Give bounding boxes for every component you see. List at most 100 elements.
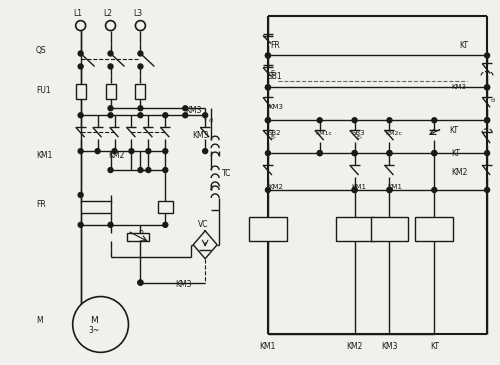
Text: KM3: KM3 bbox=[185, 106, 202, 115]
Text: E-: E- bbox=[270, 70, 277, 76]
Circle shape bbox=[432, 118, 437, 123]
Circle shape bbox=[138, 113, 143, 118]
Circle shape bbox=[146, 168, 151, 173]
Circle shape bbox=[484, 85, 490, 90]
Text: 3~: 3~ bbox=[88, 326, 99, 335]
Text: d: d bbox=[491, 98, 495, 103]
Text: KM1: KM1 bbox=[260, 342, 276, 351]
Circle shape bbox=[266, 85, 270, 90]
Text: FU1: FU1 bbox=[36, 86, 51, 95]
Text: KM2: KM2 bbox=[268, 184, 283, 190]
Circle shape bbox=[387, 151, 392, 155]
Circle shape bbox=[78, 51, 83, 56]
Circle shape bbox=[266, 53, 270, 58]
Text: R: R bbox=[138, 230, 144, 239]
Circle shape bbox=[352, 118, 357, 123]
Circle shape bbox=[266, 85, 270, 90]
Text: KM1: KM1 bbox=[388, 184, 402, 190]
Circle shape bbox=[266, 118, 270, 123]
Text: L1: L1 bbox=[73, 9, 82, 18]
Circle shape bbox=[387, 188, 392, 192]
Text: L3: L3 bbox=[133, 9, 142, 18]
Circle shape bbox=[138, 280, 143, 285]
Text: FR: FR bbox=[36, 200, 46, 210]
Text: KM1c: KM1c bbox=[316, 131, 332, 136]
Circle shape bbox=[129, 149, 134, 154]
Text: SB3: SB3 bbox=[352, 130, 365, 136]
Circle shape bbox=[78, 222, 83, 227]
Text: SB2: SB2 bbox=[268, 130, 281, 136]
Circle shape bbox=[138, 280, 143, 285]
Circle shape bbox=[432, 151, 437, 155]
Circle shape bbox=[352, 188, 357, 192]
Text: VC: VC bbox=[198, 220, 208, 229]
Bar bbox=[128, 233, 150, 241]
Circle shape bbox=[484, 151, 490, 155]
Bar bbox=[158, 201, 173, 213]
Circle shape bbox=[484, 188, 490, 192]
Circle shape bbox=[108, 222, 113, 227]
Text: TC: TC bbox=[222, 169, 232, 177]
Circle shape bbox=[266, 53, 270, 58]
Text: KM1: KM1 bbox=[36, 151, 52, 160]
Circle shape bbox=[163, 149, 168, 154]
Circle shape bbox=[352, 188, 357, 192]
Circle shape bbox=[108, 106, 113, 111]
Circle shape bbox=[352, 151, 357, 155]
Circle shape bbox=[163, 113, 168, 118]
Text: KM3: KM3 bbox=[192, 131, 208, 140]
Circle shape bbox=[387, 151, 392, 155]
Circle shape bbox=[387, 118, 392, 123]
Circle shape bbox=[138, 168, 143, 173]
Text: KM1: KM1 bbox=[352, 184, 366, 190]
Text: FR: FR bbox=[270, 41, 280, 50]
Circle shape bbox=[108, 64, 113, 69]
Circle shape bbox=[112, 149, 117, 154]
Circle shape bbox=[78, 149, 83, 154]
Circle shape bbox=[78, 113, 83, 118]
Text: L2: L2 bbox=[103, 9, 112, 18]
Text: KT: KT bbox=[449, 126, 458, 135]
Bar bbox=[106, 84, 116, 99]
Text: SB1: SB1 bbox=[268, 72, 282, 81]
Circle shape bbox=[266, 188, 270, 192]
Circle shape bbox=[484, 118, 490, 123]
Bar bbox=[416, 217, 453, 241]
Text: M: M bbox=[36, 316, 43, 325]
Text: KM3: KM3 bbox=[451, 84, 466, 91]
Circle shape bbox=[317, 118, 322, 123]
Text: QS: QS bbox=[36, 46, 46, 55]
Circle shape bbox=[108, 113, 113, 118]
Circle shape bbox=[432, 188, 437, 192]
Text: M: M bbox=[90, 316, 98, 325]
Circle shape bbox=[108, 51, 113, 56]
Circle shape bbox=[76, 20, 86, 31]
Text: d: d bbox=[208, 118, 212, 123]
Circle shape bbox=[266, 118, 270, 123]
Circle shape bbox=[432, 151, 437, 155]
Bar bbox=[76, 84, 86, 99]
Circle shape bbox=[163, 222, 168, 227]
Circle shape bbox=[317, 151, 322, 155]
Bar bbox=[80, 201, 110, 213]
Bar bbox=[249, 217, 287, 241]
Circle shape bbox=[138, 106, 143, 111]
Circle shape bbox=[202, 149, 207, 154]
Circle shape bbox=[138, 51, 143, 56]
Text: KM2: KM2 bbox=[108, 151, 125, 160]
Bar bbox=[370, 217, 408, 241]
Circle shape bbox=[146, 149, 151, 154]
Circle shape bbox=[163, 168, 168, 173]
Circle shape bbox=[484, 53, 490, 58]
Circle shape bbox=[72, 297, 128, 352]
Circle shape bbox=[95, 149, 100, 154]
Text: KM2: KM2 bbox=[346, 342, 363, 351]
Circle shape bbox=[136, 20, 145, 31]
Circle shape bbox=[202, 113, 207, 118]
Text: KM3: KM3 bbox=[176, 280, 192, 289]
Circle shape bbox=[108, 168, 113, 173]
Circle shape bbox=[138, 64, 143, 69]
Bar bbox=[136, 84, 145, 99]
Text: KM3: KM3 bbox=[268, 104, 283, 110]
Circle shape bbox=[317, 151, 322, 155]
